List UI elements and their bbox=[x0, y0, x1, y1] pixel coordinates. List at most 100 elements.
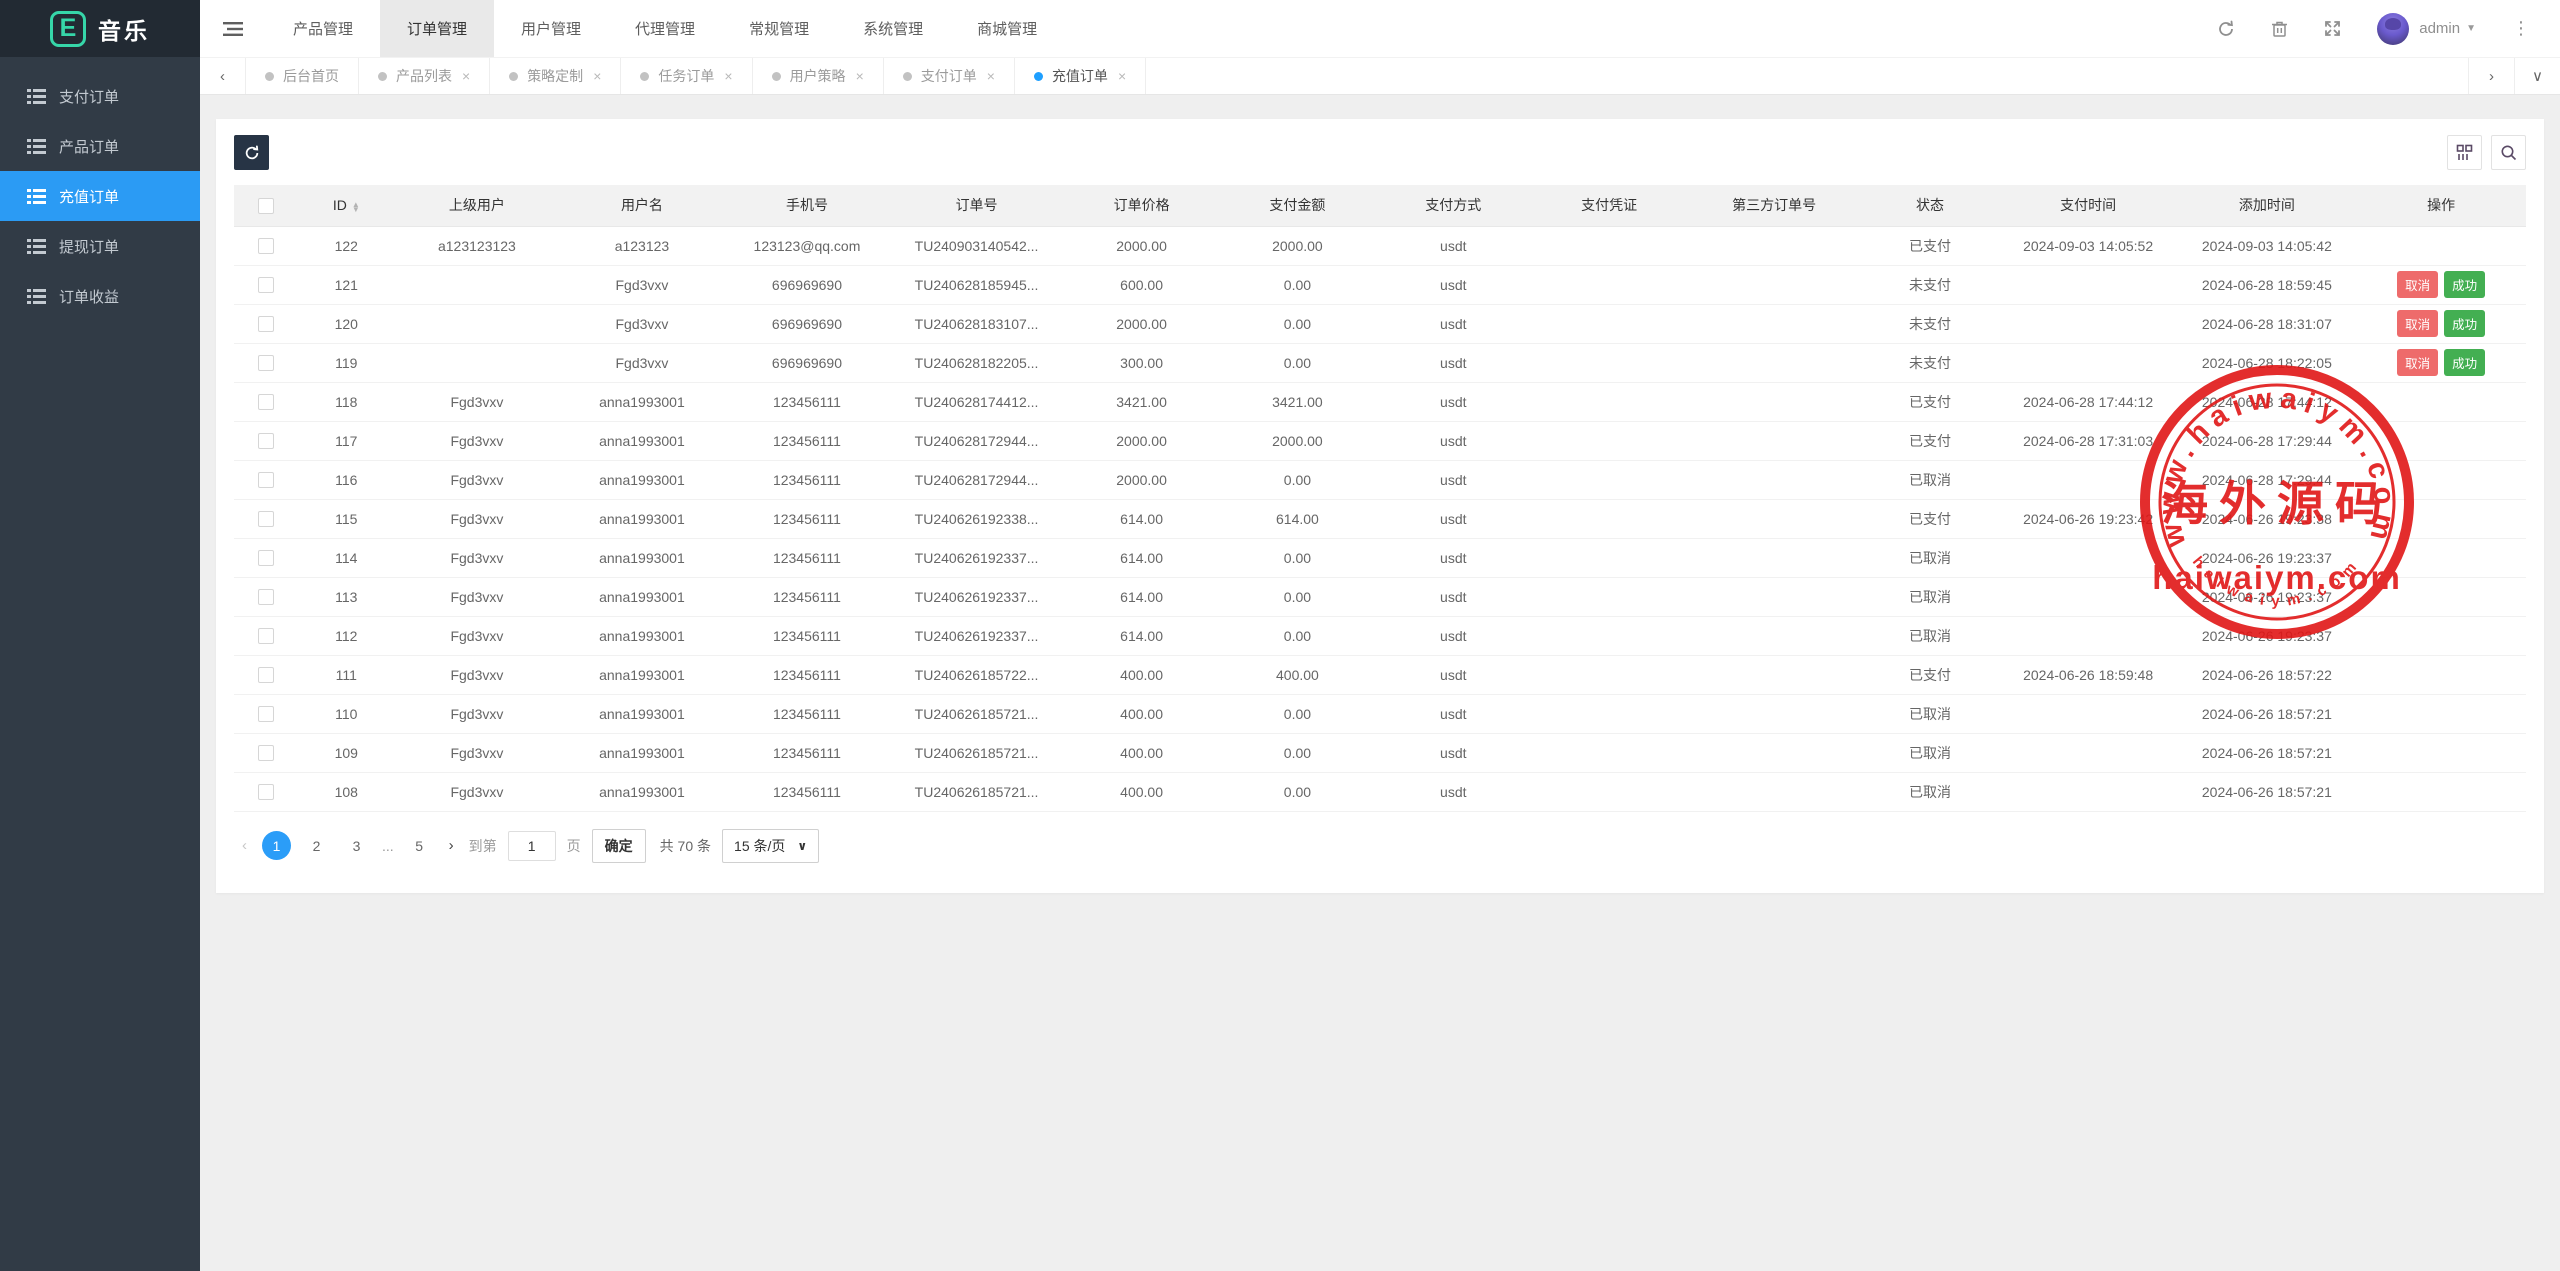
cell-third_order_no bbox=[1687, 226, 1862, 266]
nav-item-商城管理[interactable]: 商城管理 bbox=[977, 21, 1038, 38]
cell-pay_time bbox=[1998, 733, 2178, 773]
next-page-icon[interactable]: › bbox=[448, 837, 454, 854]
cancel-button[interactable]: 取消 bbox=[2397, 310, 2439, 337]
table-row: 117 Fgd3vxv anna1993001 123456111 TU24062817… bbox=[234, 421, 2526, 461]
tabs-scroll-left-icon[interactable]: ‹ bbox=[200, 58, 246, 94]
tab-策略定制[interactable]: 策略定制 × bbox=[490, 58, 622, 94]
sidebar-toggle-icon[interactable] bbox=[200, 0, 266, 57]
nav-item-常规管理[interactable]: 常规管理 bbox=[749, 21, 810, 38]
column-header-支付凭证: 支付凭证 bbox=[1531, 185, 1688, 227]
table-row: 119 Fgd3vxv 696969690 TU240628182205... 300.… bbox=[234, 343, 2526, 383]
row-checkbox[interactable] bbox=[258, 784, 275, 801]
user-menu[interactable]: admin ▼ bbox=[2377, 12, 2476, 45]
table-row: 113 Fgd3vxv anna1993001 123456111 TU24062619… bbox=[234, 577, 2526, 617]
nav-item-用户管理[interactable]: 用户管理 bbox=[521, 21, 582, 38]
tab-产品列表[interactable]: 产品列表 × bbox=[359, 58, 491, 94]
content-area: ID ▲ ▼ 上级用户 用户名 手机号 订单号 订单价格 支付金额 支付方式 支付凭证 第三方订单号状… bbox=[200, 95, 2560, 1271]
cell-parent_user: Fgd3vxv bbox=[394, 772, 560, 812]
fullscreen-icon[interactable] bbox=[2324, 20, 2341, 37]
confirm-page-button[interactable]: 确定 bbox=[591, 828, 646, 863]
refresh-icon[interactable] bbox=[2217, 20, 2235, 38]
cell-status: 已取消 bbox=[1861, 616, 1999, 656]
sidebar-item-充值订单[interactable]: 充值订单 bbox=[0, 171, 200, 221]
per-page-select[interactable]: 15 条/页 ∨ bbox=[722, 828, 820, 863]
page-number-2[interactable]: 2 bbox=[312, 837, 321, 854]
tab-close-icon[interactable]: × bbox=[1117, 68, 1127, 84]
cell-id: 113 bbox=[298, 577, 395, 617]
sidebar-item-产品订单[interactable]: 产品订单 bbox=[0, 121, 200, 171]
row-checkbox[interactable] bbox=[258, 745, 275, 762]
cell-price: 2000.00 bbox=[1063, 460, 1220, 500]
column-settings-button[interactable] bbox=[2447, 135, 2482, 170]
column-header-状态: 状态 bbox=[1861, 185, 1999, 227]
success-button[interactable]: 成功 bbox=[2444, 310, 2486, 337]
cell-voucher bbox=[1531, 304, 1688, 344]
trash-icon[interactable] bbox=[2271, 20, 2288, 38]
row-checkbox[interactable] bbox=[258, 277, 275, 294]
more-options-icon[interactable]: ⋮ bbox=[2512, 18, 2530, 38]
tab-close-icon[interactable]: × bbox=[986, 68, 995, 84]
sort-icon[interactable]: ▲ ▼ bbox=[351, 199, 360, 214]
sidebar-item-提现订单[interactable]: 提现订单 bbox=[0, 221, 200, 271]
table-refresh-button[interactable] bbox=[234, 135, 269, 170]
row-checkbox[interactable] bbox=[258, 550, 275, 567]
goto-page-input[interactable] bbox=[507, 830, 556, 861]
cell-paid_amount: 0.00 bbox=[1219, 460, 1376, 500]
tab-用户策略[interactable]: 用户策略 × bbox=[753, 58, 884, 94]
page-number-3[interactable]: 3 bbox=[352, 837, 361, 854]
cell-third_order_no bbox=[1687, 382, 1862, 422]
page-number-1[interactable]: 1 bbox=[262, 831, 291, 860]
cancel-button[interactable]: 取消 bbox=[2397, 271, 2439, 298]
page-number-5[interactable]: 5 bbox=[415, 837, 424, 854]
cell-status: 已取消 bbox=[1861, 772, 1999, 812]
cell-id: 120 bbox=[298, 304, 395, 344]
brand-title: 音乐 bbox=[98, 17, 150, 44]
tab-任务订单[interactable]: 任务订单 × bbox=[621, 58, 753, 94]
nav-item-代理管理[interactable]: 代理管理 bbox=[635, 21, 696, 38]
row-checkbox[interactable] bbox=[258, 589, 275, 606]
cell-price: 614.00 bbox=[1063, 616, 1220, 656]
row-select-cell bbox=[234, 772, 299, 812]
nav-item-订单管理[interactable]: 订单管理 bbox=[380, 0, 495, 57]
tab-close-icon[interactable]: × bbox=[462, 68, 471, 84]
cancel-button[interactable]: 取消 bbox=[2397, 349, 2439, 376]
cell-parent_user bbox=[394, 265, 560, 305]
cell-username: anna1993001 bbox=[559, 538, 725, 578]
row-checkbox[interactable] bbox=[258, 667, 275, 684]
search-button[interactable] bbox=[2491, 135, 2526, 170]
row-checkbox[interactable] bbox=[258, 394, 275, 411]
cell-price: 400.00 bbox=[1063, 772, 1220, 812]
row-checkbox[interactable] bbox=[258, 433, 275, 450]
tab-close-icon[interactable]: × bbox=[593, 68, 602, 84]
tab-支付订单[interactable]: 支付订单 × bbox=[884, 58, 1015, 94]
cell-pay_time bbox=[1998, 265, 2178, 305]
sidebar-item-支付订单[interactable]: 支付订单 bbox=[0, 71, 200, 121]
tabs-menu-icon[interactable]: ∨ bbox=[2514, 58, 2560, 94]
success-button[interactable]: 成功 bbox=[2444, 349, 2486, 376]
row-checkbox[interactable] bbox=[258, 706, 275, 723]
select-all-checkbox[interactable] bbox=[258, 197, 275, 214]
tab-close-icon[interactable]: × bbox=[855, 68, 864, 84]
tab-充值订单[interactable]: 充值订单 × bbox=[1015, 58, 1147, 94]
row-checkbox[interactable] bbox=[258, 628, 275, 645]
list-icon bbox=[27, 238, 46, 254]
table-row: 116 Fgd3vxv anna1993001 123456111 TU24062817… bbox=[234, 460, 2526, 500]
tab-close-icon[interactable]: × bbox=[724, 68, 733, 84]
sidebar-item-订单收益[interactable]: 订单收益 bbox=[0, 271, 200, 321]
nav-item-产品管理[interactable]: 产品管理 bbox=[293, 21, 354, 38]
row-checkbox[interactable] bbox=[258, 238, 275, 255]
tab-后台首页[interactable]: 后台首页 bbox=[246, 58, 359, 94]
cell-add_time: 2024-09-03 14:05:42 bbox=[2177, 226, 2357, 266]
tab-dot-icon bbox=[640, 71, 650, 81]
row-checkbox[interactable] bbox=[258, 472, 275, 489]
cell-voucher bbox=[1531, 226, 1688, 266]
avatar bbox=[2377, 12, 2410, 45]
nav-item-系统管理[interactable]: 系统管理 bbox=[863, 21, 924, 38]
row-checkbox[interactable] bbox=[258, 316, 275, 333]
success-button[interactable]: 成功 bbox=[2444, 271, 2486, 298]
cell-parent_user: Fgd3vxv bbox=[394, 460, 560, 500]
prev-page-icon[interactable]: ‹ bbox=[242, 837, 247, 854]
tabs-scroll-right-icon[interactable]: › bbox=[2468, 58, 2514, 94]
row-checkbox[interactable] bbox=[258, 511, 275, 528]
row-checkbox[interactable] bbox=[258, 355, 275, 372]
